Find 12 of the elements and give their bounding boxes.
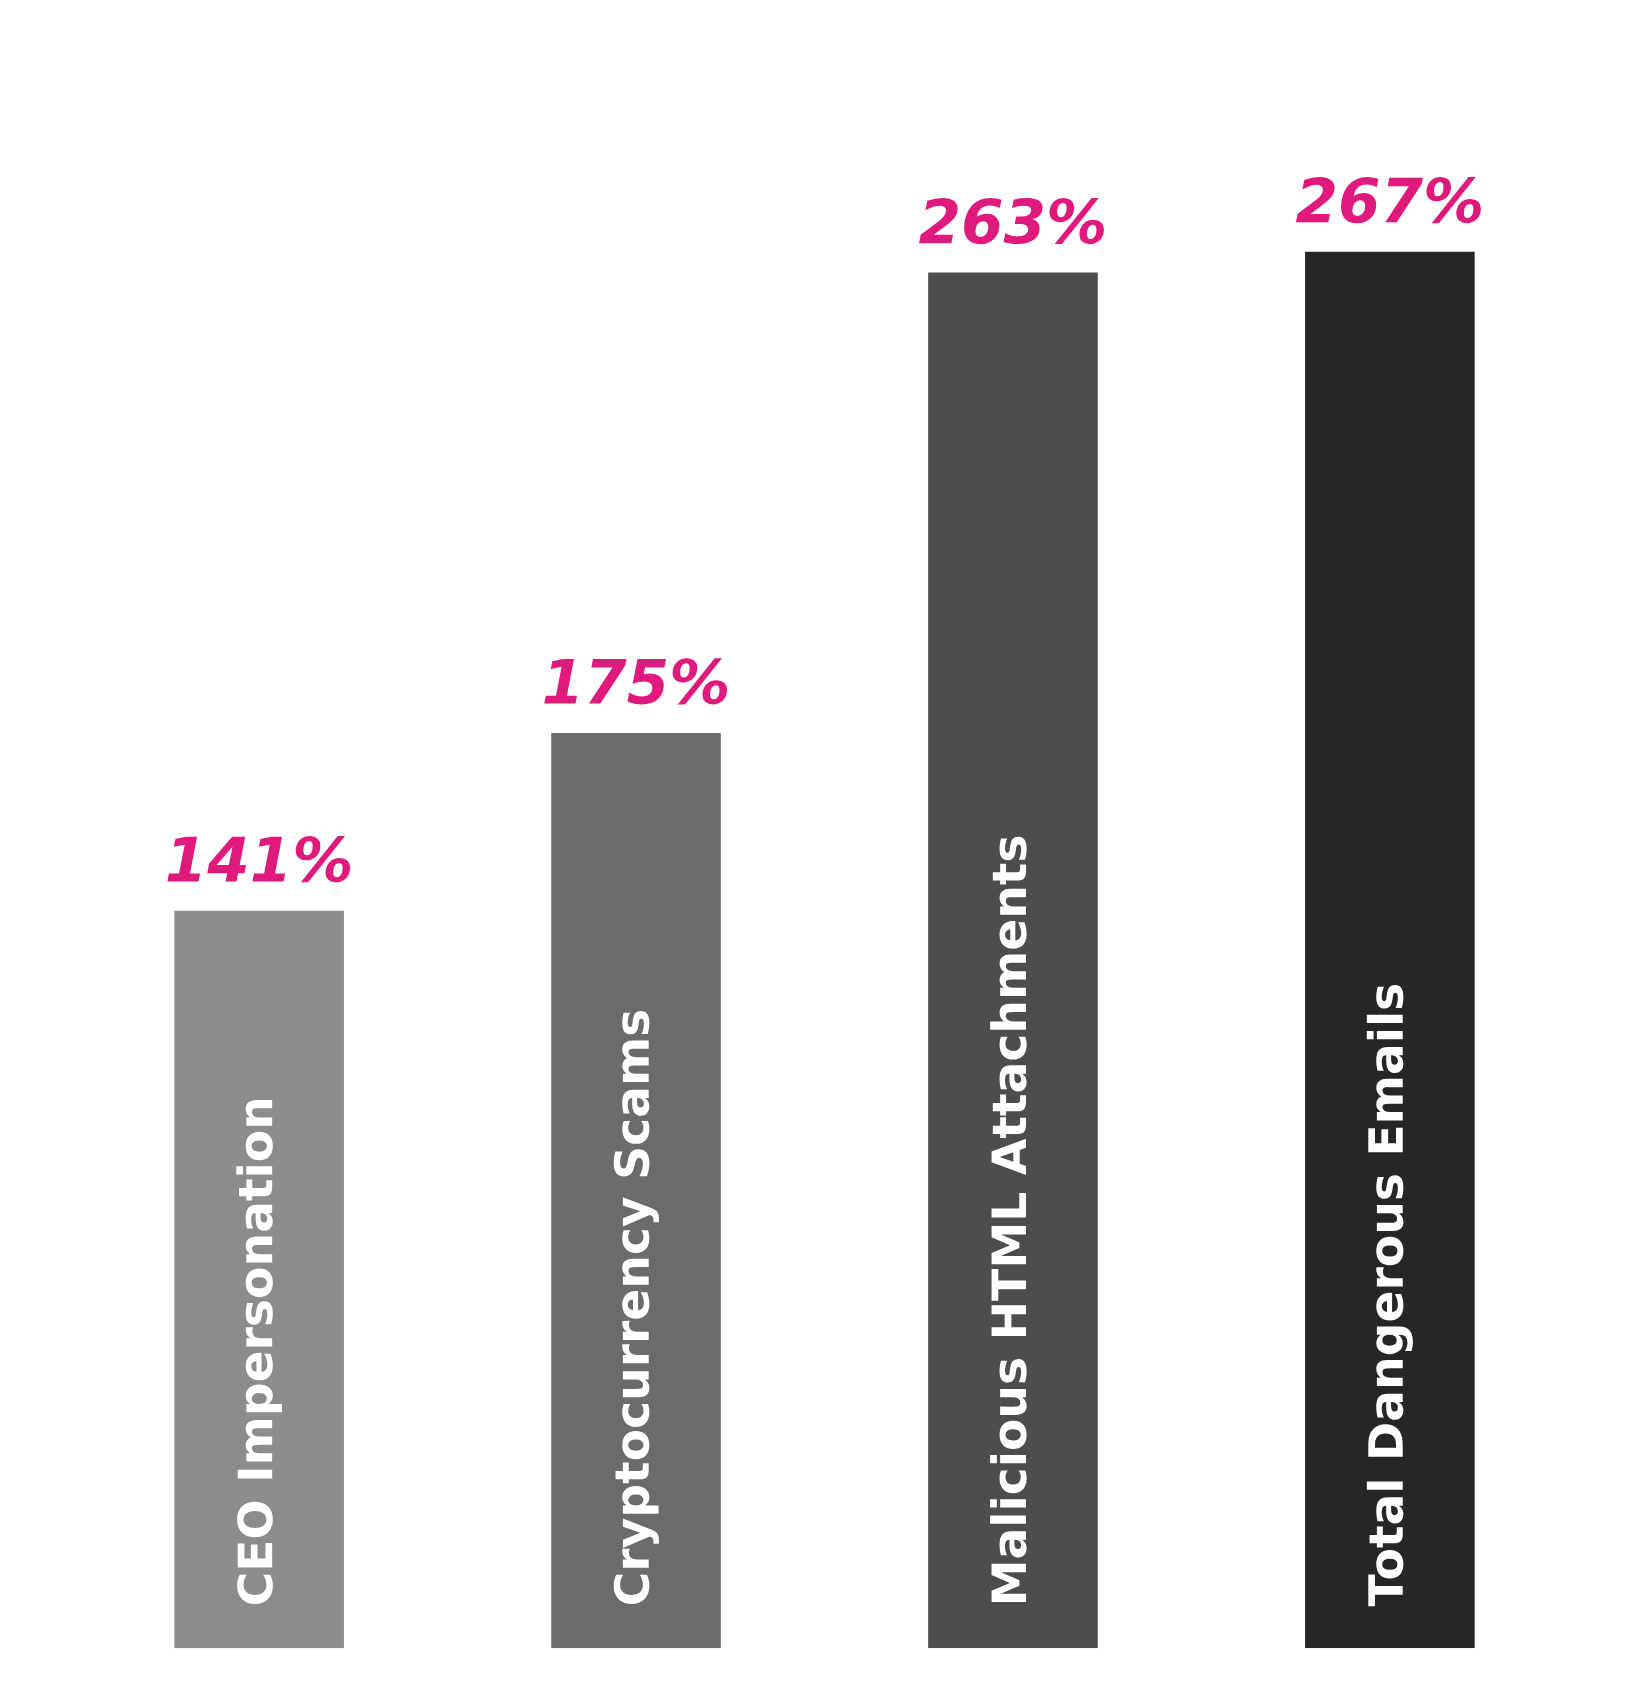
data-label: 267% [1295,176,1481,224]
bar [928,272,1098,1649]
data-label: 175% [544,658,728,705]
data-label: 141% [167,836,351,883]
data-label: 263% [919,197,1104,245]
bar [551,732,721,1649]
bar [1305,251,1475,1649]
x-tick-label: Cryptocurrency Scams [613,1010,659,1605]
x-tick-label: CEO Impersonation [236,1099,282,1605]
x-tick-label: Malicious HTML Attachments [990,836,1027,1603]
x-tick-label: Total Dangerous Emails [1366,985,1413,1607]
bar [174,910,344,1649]
